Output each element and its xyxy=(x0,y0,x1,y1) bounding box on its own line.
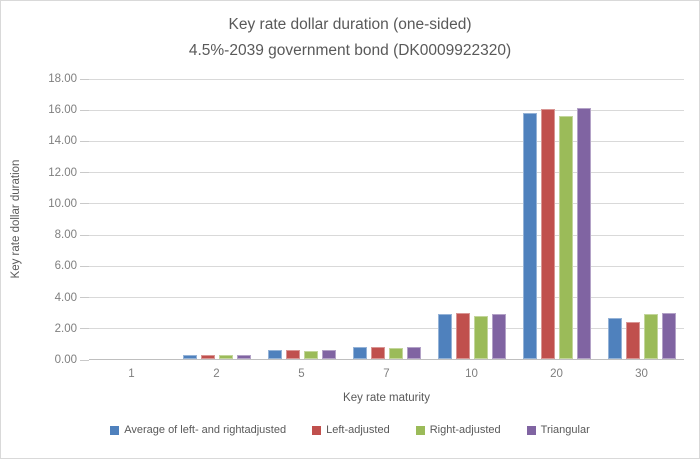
y-tick-label: 10.00 xyxy=(48,197,77,210)
bar-average-of-left-and-rightadjusted-cat-30 xyxy=(608,317,622,359)
legend-item: Right-adjusted xyxy=(415,424,501,436)
y-tick-mark xyxy=(80,328,89,330)
x-tick-label: 7 xyxy=(383,368,390,380)
y-tick-label: 12.00 xyxy=(48,166,77,179)
y-tick-mark xyxy=(80,109,89,111)
bar-left-adjusted-cat-10 xyxy=(456,313,470,359)
gridline xyxy=(89,328,684,330)
gridline xyxy=(89,234,684,236)
x-tick-label: 2 xyxy=(213,368,220,380)
y-tick-mark xyxy=(80,203,89,205)
bar-average-of-left-and-rightadjusted-cat-10 xyxy=(438,314,452,359)
legend-swatch-icon xyxy=(415,425,425,435)
legend-item: Left-adjusted xyxy=(312,424,390,436)
y-tick-label: 2.00 xyxy=(54,322,77,335)
x-tick-label: 20 xyxy=(550,368,563,380)
y-tick-label: 4.00 xyxy=(54,291,77,304)
y-tick-label: 6.00 xyxy=(54,260,77,273)
gridline xyxy=(89,78,684,80)
plot-area xyxy=(89,78,684,360)
y-tick-label: 0.00 xyxy=(54,354,77,366)
legend-swatch-icon xyxy=(312,425,322,435)
bar-average-of-left-and-rightadjusted-cat-7 xyxy=(353,347,367,359)
y-tick-mark xyxy=(80,265,89,267)
bar-right-adjusted-cat-20 xyxy=(559,115,573,359)
legend-swatch-icon xyxy=(110,425,120,435)
gridline xyxy=(89,172,684,174)
bar-left-adjusted-cat-30 xyxy=(626,321,640,359)
bar-triangular-cat-30 xyxy=(662,312,676,359)
x-tick-label: 5 xyxy=(298,368,305,380)
x-tick-label: 10 xyxy=(465,368,478,380)
y-tick-label: 14.00 xyxy=(48,135,77,148)
x-tick-label: 1 xyxy=(128,368,135,380)
bar-triangular-cat-20 xyxy=(577,107,591,359)
y-tick-label: 8.00 xyxy=(54,229,77,242)
legend-label: Right-adjusted xyxy=(429,424,501,436)
y-tick-mark xyxy=(80,140,89,142)
bar-triangular-cat-2 xyxy=(237,354,251,359)
y-tick-mark xyxy=(80,172,89,174)
gridline xyxy=(89,109,684,111)
bar-right-adjusted-cat-30 xyxy=(644,313,658,359)
chart-title-line1: Key rate dollar duration (one-sided) xyxy=(228,16,472,33)
gridline xyxy=(89,140,684,142)
legend: Average of left- and rightadjusted Left-a… xyxy=(1,424,699,436)
y-tick-label: 16.00 xyxy=(48,104,77,117)
bar-left-adjusted-cat-20 xyxy=(541,109,555,359)
bar-average-of-left-and-rightadjusted-cat-2 xyxy=(183,354,197,359)
legend-swatch-icon xyxy=(526,425,536,435)
y-tick-mark xyxy=(80,297,89,299)
y-tick-label: 18.00 xyxy=(48,73,77,85)
y-tick-mark xyxy=(80,78,89,80)
bar-average-of-left-and-rightadjusted-cat-5 xyxy=(268,350,282,359)
legend-label: Left-adjusted xyxy=(326,424,390,436)
legend-item: Average of left- and rightadjusted xyxy=(110,424,286,436)
legend-label: Average of left- and rightadjusted xyxy=(124,424,287,436)
gridline xyxy=(89,265,684,267)
y-tick-mark xyxy=(80,359,89,361)
bar-right-adjusted-cat-10 xyxy=(474,315,488,359)
bar-right-adjusted-cat-5 xyxy=(304,350,318,359)
bar-right-adjusted-cat-2 xyxy=(219,355,233,359)
legend-label: Triangular xyxy=(540,424,590,436)
bar-triangular-cat-7 xyxy=(407,347,421,359)
bar-triangular-cat-5 xyxy=(322,350,336,359)
bar-left-adjusted-cat-2 xyxy=(201,355,215,359)
y-tick-mark xyxy=(80,234,89,236)
x-axis-title: Key rate maturity xyxy=(343,392,430,404)
bar-triangular-cat-10 xyxy=(492,313,506,359)
chart-title-line2: 4.5%-2039 government bond (DK0009922320) xyxy=(188,42,512,59)
x-tick-label: 30 xyxy=(635,368,648,380)
y-axis-title: Key rate dollar duration xyxy=(10,159,22,279)
gridline xyxy=(89,203,684,205)
chart-title: Key rate dollar duration (one-sided) 4.5… xyxy=(1,12,699,64)
bar-left-adjusted-cat-5 xyxy=(286,350,300,359)
bar-left-adjusted-cat-7 xyxy=(371,346,385,359)
bar-right-adjusted-cat-7 xyxy=(389,348,403,359)
gridline xyxy=(89,297,684,299)
legend-item: Triangular xyxy=(526,424,590,436)
bar-average-of-left-and-rightadjusted-cat-20 xyxy=(523,112,537,359)
